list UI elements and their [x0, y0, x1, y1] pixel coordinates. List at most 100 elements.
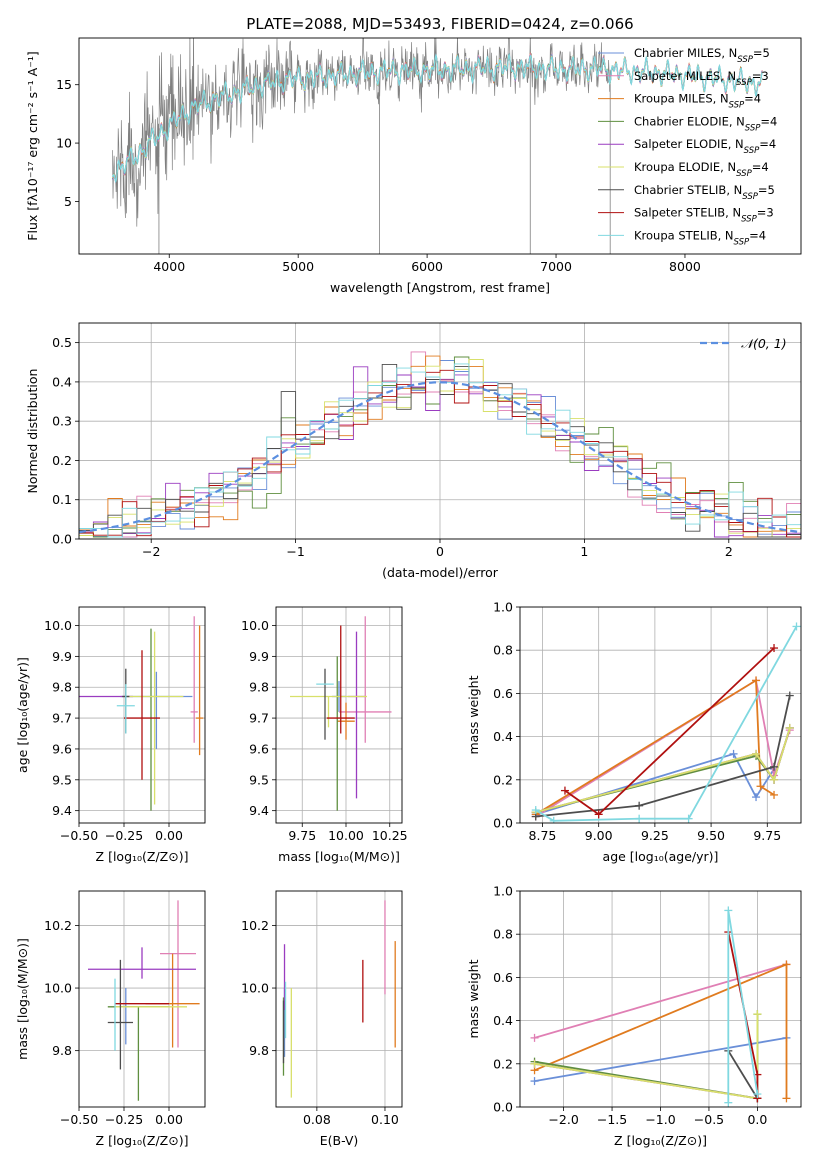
axes-frame: [519, 606, 802, 824]
axes-frame: [78, 322, 802, 540]
y-axis-label: Flux [fλ10⁻¹⁷ erg cm⁻² s⁻¹ A⁻¹]: [25, 51, 40, 240]
panel-age_vs_mass: 9.75 10.00 10.25 9.4 9.5 9.6 9.7 9.8 9.9 10.0 mass…: [241, 606, 408, 864]
y-tick-label: 9.8: [249, 680, 269, 695]
y-tick-label: 0.8: [493, 927, 513, 942]
series-line: [727, 1050, 759, 1099]
x-tick-label: 1: [580, 544, 588, 559]
x-tick-label: 9.25: [641, 828, 669, 843]
y-tick-label: 10.0: [44, 618, 72, 633]
series-line: [564, 647, 775, 816]
hist-kroupa_stelib: [79, 363, 801, 539]
model-kroupa_stelib: [111, 52, 763, 184]
axes-frame: [78, 606, 206, 824]
x-tick-label: 6000: [411, 259, 443, 274]
plot-area: [111, 38, 763, 254]
series-line: [534, 1037, 787, 1082]
errorbar-kroupa_elodie: [290, 695, 367, 728]
panel-weight_vs_age: 8.75 9.00 9.25 9.50 9.75 0.0 0.2 0.4 0.6 0.8 1.0 ag…: [466, 600, 802, 864]
y-tick-label: 9.5: [249, 772, 269, 787]
y-tick-label: 0.4: [493, 1013, 513, 1028]
x-tick-label: 0.0: [747, 1112, 767, 1127]
y-axis-label: mass [log₁₀(M/M⊙)]: [15, 938, 30, 1060]
axes-frame: [275, 606, 403, 824]
y-axis-label: mass weight: [466, 959, 481, 1038]
series-line: [535, 678, 775, 816]
plot-area: [276, 607, 402, 823]
x-tick-label: 0.00: [155, 1112, 183, 1127]
plot-area: [79, 323, 801, 539]
y-tick-label: 9.6: [249, 741, 269, 756]
errorbar-salpeter_elodie: [88, 947, 196, 979]
y-tick-label: 0.6: [493, 970, 513, 985]
y-tick-label: 10: [56, 136, 72, 151]
y-tick-label: 9.8: [52, 1043, 72, 1058]
x-axis-label: mass [log₁₀(M/M⊙)]: [278, 849, 400, 864]
panel-mass_vs_z: −0.50 −0.25 0.00 9.8 10.0 10.2 Z [log₁₀(Z/Z⊙)]…: [15, 890, 206, 1148]
plot-area: [276, 891, 402, 1107]
x-axis-label: Z [log₁₀(Z/Z⊙)]: [96, 849, 189, 864]
y-tick-label: 0.2: [52, 453, 72, 468]
y-axis-label: mass weight: [466, 675, 481, 754]
series-kroupa_miles: [531, 676, 779, 819]
spectrum-legend: Chabrier MILES, NSSP=5 Salpeter MILES, NS…: [598, 46, 777, 247]
series-kroupa_miles: [530, 960, 791, 1103]
x-axis-label: (data-model)/error: [382, 565, 499, 580]
y-tick-label: 0.2: [493, 1056, 513, 1071]
plot-area: [520, 607, 801, 823]
x-tick-label: 0.00: [155, 828, 183, 843]
x-tick-label: 7000: [540, 259, 572, 274]
x-tick-label: 5000: [282, 259, 314, 274]
axes-frame: [78, 890, 206, 1108]
y-tick-label: 10.0: [44, 981, 72, 996]
plot-area: [520, 891, 801, 1107]
series-line: [534, 963, 787, 1039]
series-line: [535, 727, 791, 814]
x-tick-label: −2: [142, 544, 160, 559]
y-tick-label: 1.0: [493, 884, 513, 899]
panel-spectrum: 4000 5000 6000 7000 8000 5 10 15 wavelength [Ang…: [25, 37, 802, 295]
x-axis-label: E(B-V): [320, 1133, 359, 1148]
x-axis-label: wavelength [Angstrom, rest frame]: [330, 280, 550, 295]
x-tick-label: 9.50: [697, 828, 725, 843]
series-kroupa_stelib: [531, 622, 801, 823]
normal-curve: [79, 381, 799, 534]
errorbar-kroupa_miles: [196, 625, 204, 756]
y-tick-label: 1.0: [493, 600, 513, 615]
y-tick-label: 9.6: [52, 741, 72, 756]
errorbar-salpeter_stelib: [326, 625, 355, 734]
legend-entry: Chabrier STELIB, NSSP=5: [634, 183, 775, 202]
y-tick-label: 15: [56, 77, 72, 92]
legend-entry: Salpeter STELIB, NSSP=3: [634, 206, 774, 225]
y-tick-label: 10.2: [44, 918, 72, 933]
x-tick-label: 8.75: [529, 828, 557, 843]
errorbar-kroupa_miles: [337, 702, 355, 740]
y-tick-label: 0.3: [52, 414, 72, 429]
y-tick-label: 0.0: [52, 532, 72, 547]
y-axis-label: age [log₁₀(age/yr)]: [15, 657, 30, 773]
errorbar-chabrier_miles: [120, 671, 193, 749]
y-tick-label: 9.7: [249, 711, 269, 726]
y-tick-label: 9.8: [52, 680, 72, 695]
x-tick-label: −2.0: [548, 1112, 578, 1127]
x-tick-label: −0.5: [694, 1112, 724, 1127]
errorbar-salpeter_miles: [160, 900, 196, 1048]
x-tick-label: −0.25: [105, 1112, 143, 1127]
x-axis-label: Z [log₁₀(Z/Z⊙)]: [614, 1133, 707, 1148]
errorbar-salpeter_miles: [339, 616, 392, 743]
y-tick-label: 0.4: [493, 729, 513, 744]
errorbar-chabrier_miles: [122, 988, 130, 1045]
axes-frame: [78, 37, 802, 255]
y-tick-label: 9.9: [249, 649, 269, 664]
x-tick-label: −1.5: [597, 1112, 627, 1127]
legend-entry: Kroupa ELODIE, NSSP=4: [634, 160, 769, 179]
axes-frame: [519, 890, 802, 1108]
errorbar-kroupa_stelib: [116, 684, 135, 734]
y-tick-label: 0.0: [493, 816, 513, 831]
y-tick-label: 0.5: [52, 335, 72, 350]
legend-entry: Chabrier MILES, NSSP=5: [634, 46, 770, 65]
legend-entry: Chabrier ELODIE, NSSP=4: [634, 114, 777, 133]
axes-frame: [275, 890, 403, 1108]
errorbar-salpeter_miles: [190, 616, 198, 743]
x-tick-label: 10.00: [328, 828, 364, 843]
y-axis-label: Normed distribution: [25, 369, 40, 494]
